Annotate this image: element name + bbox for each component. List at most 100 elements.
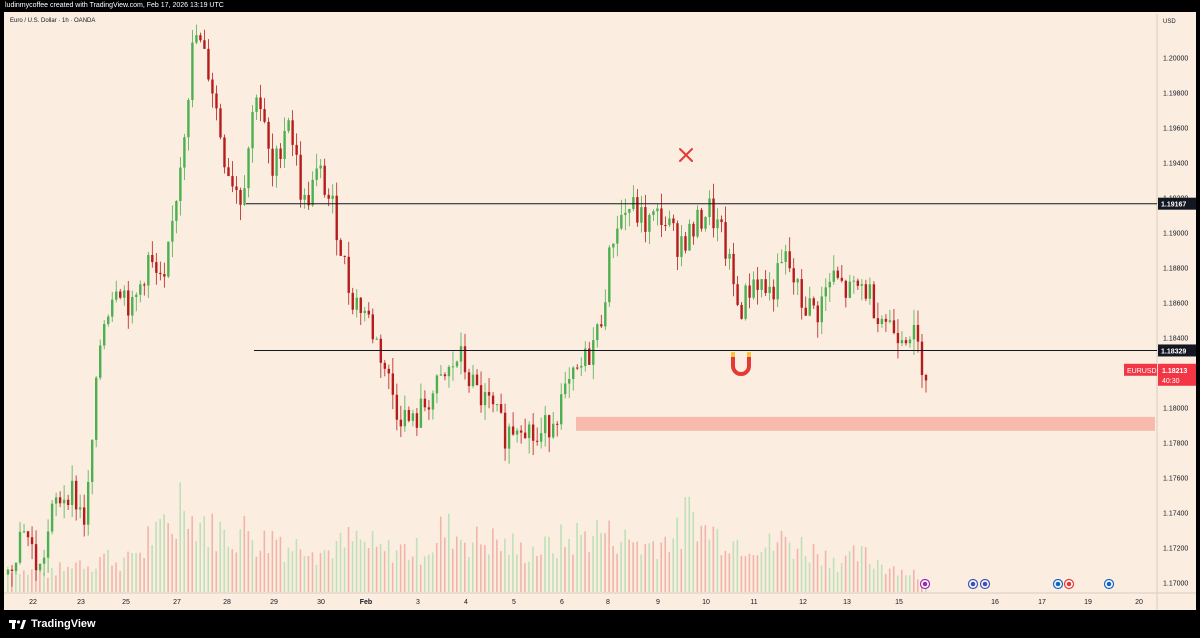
volume-bar (219, 521, 222, 592)
volume-bar (15, 567, 17, 592)
volume-bar (816, 554, 819, 592)
event-icon[interactable] (979, 578, 991, 590)
volume-bar (560, 524, 562, 592)
candle-body (860, 284, 864, 286)
volume-bar (231, 549, 234, 592)
volume-bar (443, 537, 446, 592)
candle-body (203, 40, 206, 49)
candle-body (656, 208, 659, 212)
candle-body (135, 294, 138, 297)
volume-bar (351, 541, 354, 592)
event-icon[interactable] (967, 578, 979, 590)
candle-body (596, 324, 599, 341)
candle-body (155, 262, 158, 273)
candle-body (880, 318, 884, 324)
volume-bar (383, 551, 386, 592)
x-tick-label: 16 (991, 599, 999, 606)
candle-body (343, 255, 346, 257)
volume-bar (291, 551, 294, 592)
volume-bar (223, 529, 226, 592)
candle-body (423, 398, 427, 408)
x-tick-label: 22 (29, 599, 37, 606)
volume-bar (648, 543, 650, 592)
volume-bar (139, 552, 141, 592)
current-price-badge (1158, 363, 1196, 386)
candle-body (664, 225, 667, 227)
candle-body (543, 415, 547, 434)
volume-bar (63, 570, 65, 592)
x-tick-label: 28 (223, 599, 231, 606)
volume-bar (323, 550, 326, 592)
candle-body (756, 279, 759, 290)
volume-bar (728, 553, 731, 592)
candle-body (391, 373, 395, 395)
candle-body (46, 531, 50, 558)
volume-bar (91, 571, 93, 592)
volume-bar (664, 536, 667, 592)
candle-body (580, 365, 583, 368)
candle-body (195, 35, 198, 43)
x-tick-label: 19 (1084, 599, 1092, 606)
event-icon[interactable] (1052, 578, 1064, 590)
volume-bar (179, 482, 181, 592)
event-icon[interactable] (1103, 578, 1115, 590)
volume-bar (528, 561, 530, 592)
volume-bar (716, 528, 719, 592)
volume-bar (820, 565, 823, 592)
volume-bar (672, 538, 675, 592)
candle-body (367, 310, 370, 315)
candle-body (732, 253, 735, 285)
volume-bar (732, 541, 735, 592)
volume-bar (760, 552, 763, 592)
volume-bar (243, 515, 246, 592)
candle-body (395, 394, 399, 420)
volume-bar (71, 568, 73, 592)
candle-body (6, 569, 10, 575)
level-price-badge (1158, 197, 1196, 210)
volume-bar (263, 530, 266, 592)
volume-bar (399, 544, 402, 592)
volume-bar (696, 541, 699, 592)
candle-body (547, 415, 551, 438)
candle-body (920, 341, 924, 376)
candle-body (387, 368, 391, 374)
volume-bar (199, 522, 202, 592)
candle-body (724, 222, 727, 259)
candle-body (299, 154, 302, 200)
x-tick-label: 9 (656, 599, 660, 606)
candle-body (620, 214, 623, 229)
candle-body (568, 378, 571, 384)
volume-bar (127, 551, 129, 592)
volume-bar (115, 562, 117, 592)
caption-text: ludinmycoffee created with TradingView.c… (5, 2, 224, 9)
volume-bar (31, 569, 33, 592)
volume-bar (259, 550, 262, 592)
event-icon[interactable] (1063, 578, 1075, 590)
y-tick-label: 1.17600 (1163, 476, 1188, 483)
candle-body (303, 194, 306, 200)
candle-body (383, 362, 387, 369)
volume-bar (235, 552, 238, 592)
tradingview-logo[interactable]: TradingView (9, 618, 96, 630)
volume-bar (540, 554, 542, 592)
volume-bar (896, 575, 899, 592)
candle-body (479, 385, 483, 406)
candle-body (451, 366, 455, 368)
volume-bar (327, 550, 330, 592)
candle-body (223, 137, 226, 168)
volume-bar (684, 497, 687, 592)
candle-body (676, 223, 679, 257)
candle-body (912, 324, 916, 340)
candle-body (259, 97, 262, 110)
volume-bar (884, 573, 887, 592)
current-price-text: 1.18213 (1162, 368, 1187, 375)
candle-body (608, 247, 611, 303)
candle-body (716, 219, 719, 229)
volume-bar (824, 550, 827, 592)
candle-body (287, 120, 290, 131)
event-icon[interactable] (919, 578, 931, 590)
candle-body (856, 280, 860, 286)
volume-bar (496, 539, 498, 592)
volume-bar (808, 562, 811, 592)
